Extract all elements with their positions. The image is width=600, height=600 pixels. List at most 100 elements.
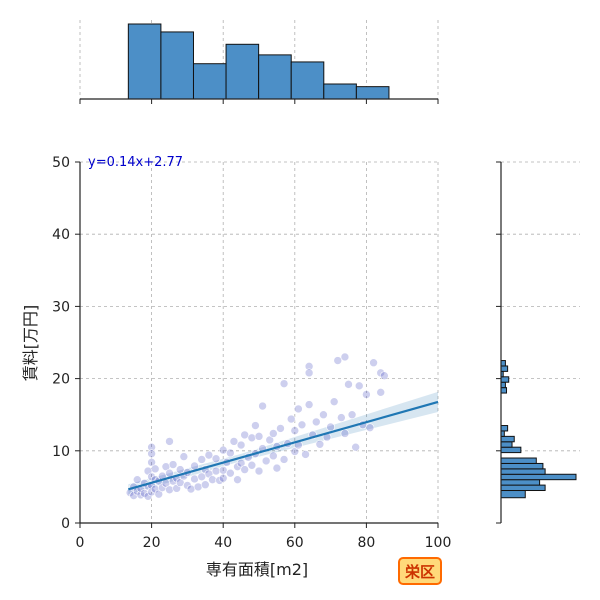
scatter-point xyxy=(265,435,275,445)
scatter-point xyxy=(290,447,300,456)
scatter-point xyxy=(279,379,289,388)
scatter-point xyxy=(276,424,285,433)
scatter-point xyxy=(340,429,350,438)
x-histogram-bar xyxy=(290,61,325,100)
y-tick-label: 30 xyxy=(52,299,70,315)
x-tick-label: 80 xyxy=(357,535,375,551)
y-histogram-bar xyxy=(500,457,537,464)
scatter-point xyxy=(261,456,271,466)
scatter-point xyxy=(315,440,325,449)
x-tick-label: 20 xyxy=(143,535,161,551)
scatter-point xyxy=(304,368,314,378)
scatter-point xyxy=(211,454,221,464)
scatter-point xyxy=(168,460,178,469)
scatter-point xyxy=(229,437,239,446)
x-histogram-bar xyxy=(258,54,292,100)
scatter-point xyxy=(269,429,278,438)
scatter-point xyxy=(204,450,214,460)
scatter-point xyxy=(201,480,210,490)
x-tick-label: 40 xyxy=(214,535,232,551)
scatter-point xyxy=(272,463,282,473)
scatter-point xyxy=(247,433,257,443)
scatter-point xyxy=(369,358,378,368)
y-histogram-bar xyxy=(500,360,506,367)
scatter-point xyxy=(226,448,235,458)
scatter-point xyxy=(379,371,389,381)
scatter-point xyxy=(236,440,246,450)
scatter-point xyxy=(279,455,289,464)
y-tick-label: 20 xyxy=(52,372,70,388)
scatter-point xyxy=(344,380,353,389)
scatter-point xyxy=(304,362,314,371)
y-tick-label: 40 xyxy=(52,227,70,243)
scatter-point xyxy=(258,401,267,411)
y-histogram-bar xyxy=(500,425,509,432)
scatter-point xyxy=(351,442,360,452)
y-histogram-bar xyxy=(500,387,508,394)
x-tick-label: 100 xyxy=(425,535,452,551)
y-histogram-bar xyxy=(500,381,506,389)
scatter-point xyxy=(147,442,156,452)
y-histogram-bar xyxy=(500,441,513,448)
scatter-point xyxy=(337,413,346,422)
y-tick-label: 10 xyxy=(52,444,70,460)
x-marginal-histogram xyxy=(79,20,439,104)
scatter-point xyxy=(179,452,189,461)
scatter-point xyxy=(347,410,357,420)
scatter-point xyxy=(165,485,174,495)
scatter-point xyxy=(218,473,228,483)
x-axis-title: 専有面積[m2] xyxy=(206,560,308,579)
scatter-point xyxy=(319,410,328,420)
scatter-point xyxy=(129,491,138,500)
ward-badge-label: 栄区 xyxy=(404,563,435,581)
scatter-point xyxy=(269,451,278,461)
y-histogram-bar xyxy=(500,490,526,499)
y-histogram-bar xyxy=(500,462,544,470)
scatter-point xyxy=(147,449,156,458)
scatter-point xyxy=(161,462,171,471)
y-histogram-bar xyxy=(500,365,509,372)
scatter-point xyxy=(294,404,303,414)
scatter-point xyxy=(240,465,249,474)
scatter-points xyxy=(125,352,389,501)
scatter-point xyxy=(301,450,310,459)
scatter-point xyxy=(208,475,217,484)
scatter-point xyxy=(254,432,264,441)
regression-line xyxy=(128,400,439,491)
scatter-point xyxy=(140,489,149,498)
main-axes: 0 20 40 60 80 100 0 10 20 30 40 50 xyxy=(52,155,451,551)
y-histogram-bar xyxy=(500,468,546,475)
scatter-point xyxy=(376,388,386,397)
scatter-point xyxy=(218,445,228,455)
scatter-point xyxy=(132,475,142,484)
y-axis-title: 賃料[万円] xyxy=(21,305,40,382)
scatter-point xyxy=(183,481,192,490)
x-tick-label: 60 xyxy=(286,535,304,551)
ward-badge-box xyxy=(398,557,442,585)
scatter-point xyxy=(165,437,174,446)
scatter-point xyxy=(376,368,386,378)
scatter-point xyxy=(150,464,160,474)
x-histogram-bar xyxy=(323,83,357,100)
y-histogram-bar xyxy=(500,479,541,486)
scatter-point xyxy=(158,483,167,492)
y-tick-label: 0 xyxy=(61,516,70,532)
x-histogram-bar xyxy=(127,23,162,100)
scatter-point xyxy=(197,472,207,482)
regression-confidence-band xyxy=(128,391,438,495)
scatter-point xyxy=(251,421,260,430)
x-tick-label: 0 xyxy=(76,535,85,551)
scatter-point xyxy=(211,466,221,476)
scatter-point xyxy=(193,482,203,492)
scatter-point xyxy=(329,397,339,407)
scatter-point xyxy=(326,422,335,432)
scatter-point xyxy=(247,460,257,470)
y-histogram-bar xyxy=(500,446,522,454)
scatter-point xyxy=(190,474,199,484)
scatter-point xyxy=(290,426,300,435)
y-histogram-bar xyxy=(500,473,577,481)
scatter-point xyxy=(297,420,307,430)
regression-equation-label: y=0.14x+2.77 xyxy=(88,155,183,170)
regression-line-group xyxy=(128,400,439,491)
